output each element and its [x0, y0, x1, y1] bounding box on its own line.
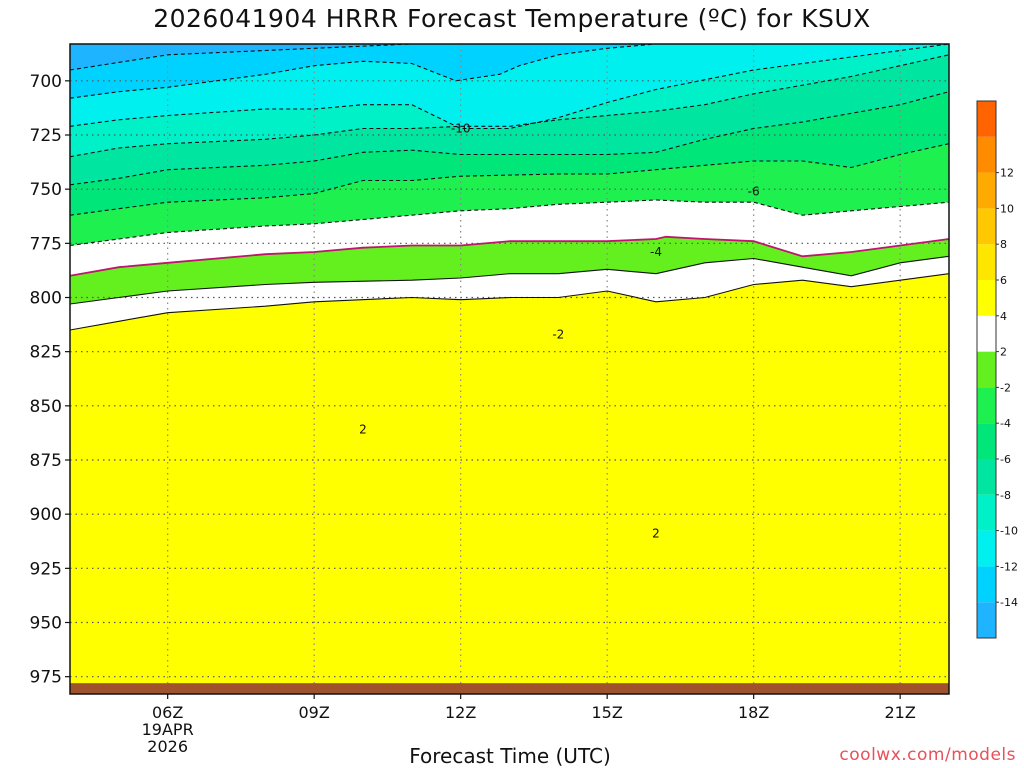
colorbar-swatch-4: [977, 459, 996, 495]
xtick-label-21Z: 21Z: [885, 703, 916, 722]
ytick-label-950: 950: [30, 614, 62, 634]
temperature-fill-layer: [70, 44, 949, 694]
site-credit: coolwx.com/models: [839, 745, 1016, 765]
colorbar-swatch-13: [977, 136, 996, 173]
colorbar-label-8: 4: [1000, 310, 1007, 323]
grid-layer: [70, 44, 949, 694]
x-axis-label: Forecast Time (UTC): [409, 744, 611, 768]
colorbar-label-9: 6: [1000, 274, 1007, 287]
colorbar-label-0: -14: [1000, 596, 1018, 609]
colorbar-label-6: -2: [1000, 381, 1011, 394]
ytick-label-975: 975: [30, 668, 62, 688]
xtick-sub-0: 19APR: [142, 720, 194, 739]
isotherm--4: [70, 143, 949, 216]
fill-band-coldest: [70, 44, 130, 52]
ytick-label-925: 925: [30, 559, 62, 579]
isotherm-0: [70, 235, 949, 277]
colorbar-label-12: 12: [1000, 167, 1014, 180]
ytick-label-775: 775: [30, 234, 62, 254]
isotherm--8: [70, 54, 949, 158]
colorbar-swatch-3: [977, 494, 996, 531]
colorbar-label-1: -12: [1000, 560, 1018, 573]
xtick-label-12Z: 12Z: [445, 703, 476, 722]
colorbar-swatch-11: [977, 208, 996, 245]
fill-band--12: [70, 44, 949, 99]
contour-label-4: 2: [359, 423, 367, 437]
xtick-sub-1: 2026: [147, 737, 188, 756]
colorbar-swatch-10: [977, 244, 996, 280]
contour-label-layer: -10 -6 -4 -2 2 2: [359, 122, 759, 541]
xtick-label-09Z: 09Z: [299, 703, 330, 722]
colorbar-swatch-9: [977, 280, 996, 316]
plot-frame: [69, 43, 950, 695]
xtick-label-15Z: 15Z: [592, 703, 623, 722]
xtick-label-18Z: 18Z: [738, 703, 769, 722]
ytick-label-900: 900: [30, 505, 62, 525]
ytick-label-725: 725: [30, 126, 62, 146]
colorbar-frame: [976, 100, 997, 639]
colorbar-label-7: 2: [1000, 346, 1007, 359]
colorbar-swatch-0: [977, 602, 996, 638]
contour-label-1: -6: [748, 184, 760, 198]
ytick-label-800: 800: [30, 289, 62, 309]
colorbar-label-4: -6: [1000, 453, 1011, 466]
contour-label-3: -2: [552, 327, 564, 341]
isotherm-2: [70, 255, 949, 305]
ytick-label-750: 750: [30, 180, 62, 200]
colorbar: -14 -12 -10 -8 -6 -4 -2 2 4 6 8 10 12: [976, 100, 1018, 639]
colorbar-label-3: -8: [1000, 489, 1011, 502]
contour-label-5: 2: [652, 527, 660, 541]
colorbar-swatch-8: [977, 315, 996, 352]
fill-band--14: [70, 44, 949, 70]
contour-label-2: -4: [650, 245, 662, 259]
ground-layer: [70, 683, 949, 694]
isotherm-layer: [70, 44, 949, 331]
colorbar-label-5: -4: [1000, 417, 1011, 430]
colorbar-label-10: 8: [1000, 238, 1007, 251]
colorbar-swatch-14: [977, 101, 996, 137]
axes-layer: 70072575077580082585087590092595097506Z1…: [30, 43, 950, 756]
ytick-label-700: 700: [30, 72, 62, 92]
contour-label-0: -10: [451, 122, 471, 136]
colorbar-swatch-12: [977, 172, 996, 209]
colorbar-swatch-5: [977, 423, 996, 459]
isotherm--6: [70, 91, 949, 186]
ytick-label-875: 875: [30, 451, 62, 471]
colorbar-label-11: 10: [1000, 202, 1014, 215]
ground-strip: [70, 683, 949, 694]
xtick-label-06Z: 06Z: [152, 703, 183, 722]
chart-title: 2026041904 HRRR Forecast Temperature (ºC…: [153, 4, 871, 33]
isotherm-4: [70, 273, 949, 331]
isotherm--2: [70, 199, 949, 247]
colorbar-swatch-7: [977, 351, 996, 388]
colorbar-swatch-2: [977, 530, 996, 567]
ytick-label-825: 825: [30, 343, 62, 363]
isotherm--10: [70, 44, 949, 130]
colorbar-swatch-1: [977, 566, 996, 603]
colorbar-swatch-6: [977, 387, 996, 424]
ytick-label-850: 850: [30, 397, 62, 417]
colorbar-label-2: -10: [1000, 525, 1018, 538]
isotherm--12: [70, 44, 657, 99]
